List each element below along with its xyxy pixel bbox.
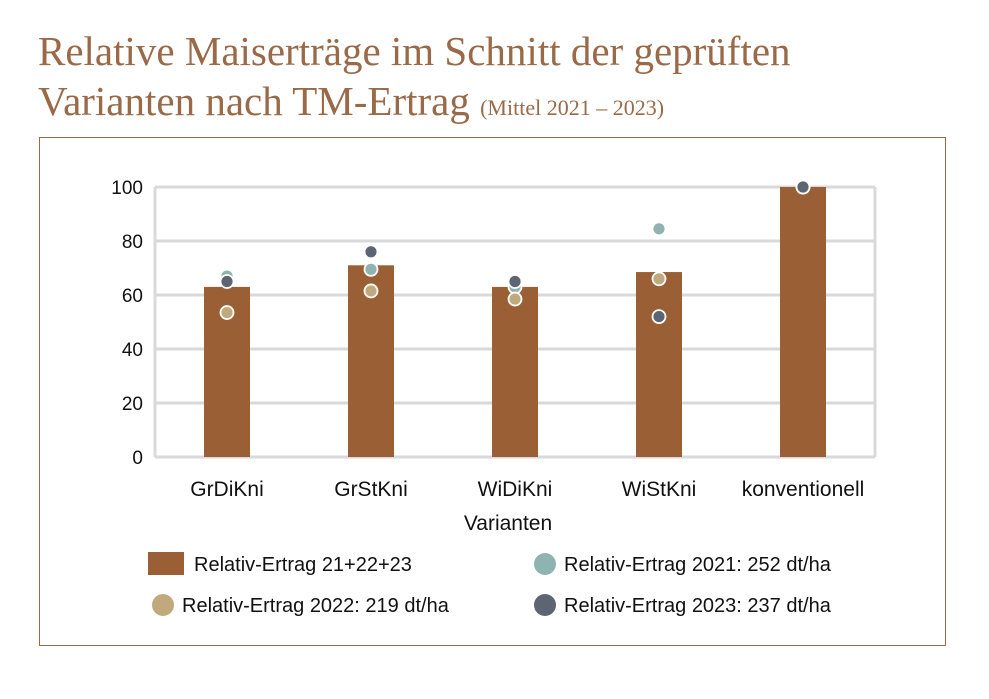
chart-frame xyxy=(39,137,946,646)
chart-title: Relative Maiserträge im Schnitt der gepr… xyxy=(38,26,968,133)
bar xyxy=(492,286,538,457)
chart-title-line1: Relative Maiserträge im Schnitt der gepr… xyxy=(38,28,791,74)
point xyxy=(651,221,667,237)
point xyxy=(651,309,667,325)
point xyxy=(651,271,667,287)
point xyxy=(507,274,523,289)
points xyxy=(219,179,811,325)
point xyxy=(795,179,811,195)
point xyxy=(363,244,379,260)
y-axis: 0 20 40 60 80 100 xyxy=(111,178,143,469)
legend-marker xyxy=(534,594,556,616)
point xyxy=(219,274,235,289)
legend-swatch xyxy=(148,552,184,575)
bar xyxy=(780,187,826,457)
point xyxy=(219,305,235,320)
legend-label: Relativ-Ertrag 2023: 237 dt/ha xyxy=(564,595,832,617)
bar xyxy=(636,272,682,457)
point xyxy=(363,283,379,299)
legend-marker xyxy=(152,594,174,616)
x-tick-label: GrDiKni xyxy=(190,478,264,501)
chart-title-line2: Varianten nach TM-Ertrag xyxy=(38,78,470,124)
x-axis-label: Varianten xyxy=(464,512,552,535)
x-tick-label: WiDiKni xyxy=(478,478,553,501)
y-tick-label: 80 xyxy=(122,232,143,253)
chart-subtitle: (Mittel 2021 – 2023) xyxy=(480,95,665,120)
x-tick-label: GrStKni xyxy=(334,478,408,501)
legend-marker xyxy=(534,553,556,575)
legend-label: Relativ-Ertrag 21+22+23 xyxy=(194,554,412,576)
point xyxy=(363,261,379,277)
legend: Relativ-Ertrag 21+22+23 Relativ-Ertrag 20… xyxy=(148,552,832,617)
x-axis: GrDiKni GrStKni WiDiKni WiStKni konventionel… xyxy=(190,478,864,501)
y-tick-label: 100 xyxy=(111,178,143,199)
bars xyxy=(204,187,826,457)
legend-label: Relativ-Ertrag 2022: 219 dt/ha xyxy=(182,595,450,617)
y-tick-label: 40 xyxy=(122,340,143,361)
y-tick-label: 20 xyxy=(122,394,143,415)
x-tick-label: WiStKni xyxy=(622,478,697,501)
x-tick-label: konventionell xyxy=(742,478,865,501)
y-tick-label: 0 xyxy=(132,448,143,469)
point xyxy=(507,291,523,307)
y-tick-label: 60 xyxy=(122,286,143,307)
legend-label: Relativ-Ertrag 2021: 252 dt/ha xyxy=(564,554,832,576)
